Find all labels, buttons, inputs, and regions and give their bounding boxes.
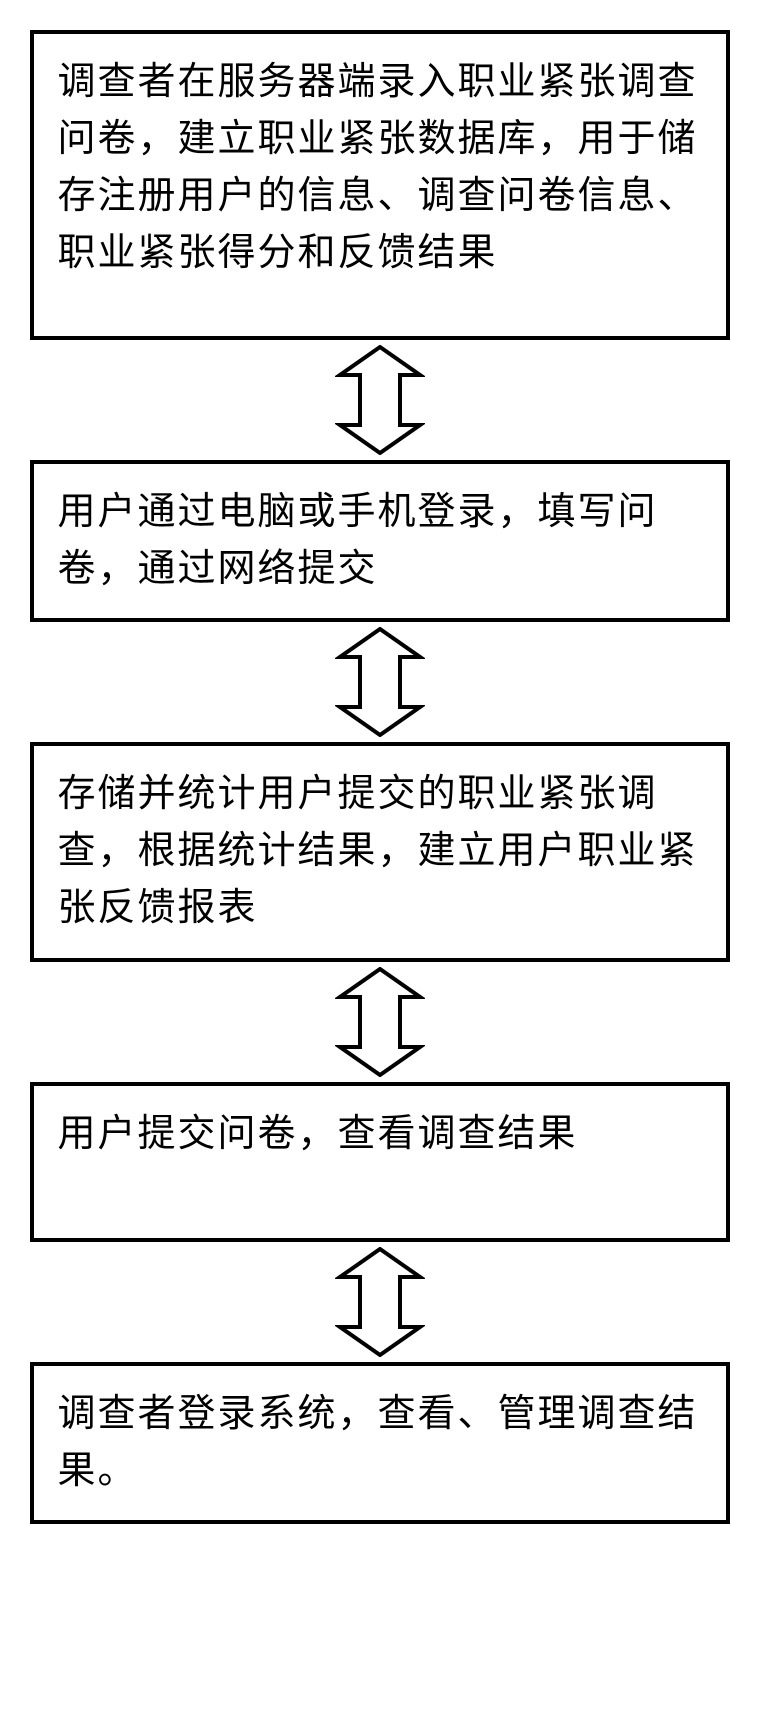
bidirectional-arrow-icon [335, 627, 425, 737]
flowchart-edge-4 [30, 1242, 730, 1362]
flowchart-edge-1 [30, 340, 730, 460]
flowchart-node-step5: 调查者登录系统，查看、管理调查结果。 [30, 1362, 730, 1524]
bidirectional-arrow-icon [335, 967, 425, 1077]
node-text: 调查者登录系统，查看、管理调查结果。 [58, 1386, 702, 1500]
flowchart-node-step1: 调查者在服务器端录入职业紧张调查问卷，建立职业紧张数据库，用于储存注册用户的信息… [30, 30, 730, 340]
node-text: 用户通过电脑或手机登录，填写问卷，通过网络提交 [58, 484, 702, 598]
flowchart-node-step4: 用户提交问卷，查看调查结果 [30, 1082, 730, 1242]
flowchart-container: 调查者在服务器端录入职业紧张调查问卷，建立职业紧张数据库，用于储存注册用户的信息… [30, 30, 730, 1524]
node-text: 用户提交问卷，查看调查结果 [58, 1106, 702, 1163]
node-text: 调查者在服务器端录入职业紧张调查问卷，建立职业紧张数据库，用于储存注册用户的信息… [58, 54, 702, 282]
bidirectional-arrow-icon [335, 1247, 425, 1357]
node-text: 存储并统计用户提交的职业紧张调查，根据统计结果，建立用户职业紧张反馈报表 [58, 766, 702, 937]
flowchart-node-step3: 存储并统计用户提交的职业紧张调查，根据统计结果，建立用户职业紧张反馈报表 [30, 742, 730, 962]
flowchart-edge-3 [30, 962, 730, 1082]
flowchart-node-step2: 用户通过电脑或手机登录，填写问卷，通过网络提交 [30, 460, 730, 622]
bidirectional-arrow-icon [335, 345, 425, 455]
flowchart-edge-2 [30, 622, 730, 742]
